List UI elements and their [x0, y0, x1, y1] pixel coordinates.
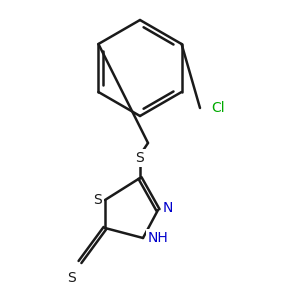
Text: S: S — [68, 271, 76, 285]
Text: NH: NH — [148, 231, 168, 245]
Text: S: S — [136, 151, 144, 165]
Text: S: S — [94, 193, 102, 207]
Text: N: N — [163, 201, 173, 215]
Text: Cl: Cl — [211, 101, 225, 115]
